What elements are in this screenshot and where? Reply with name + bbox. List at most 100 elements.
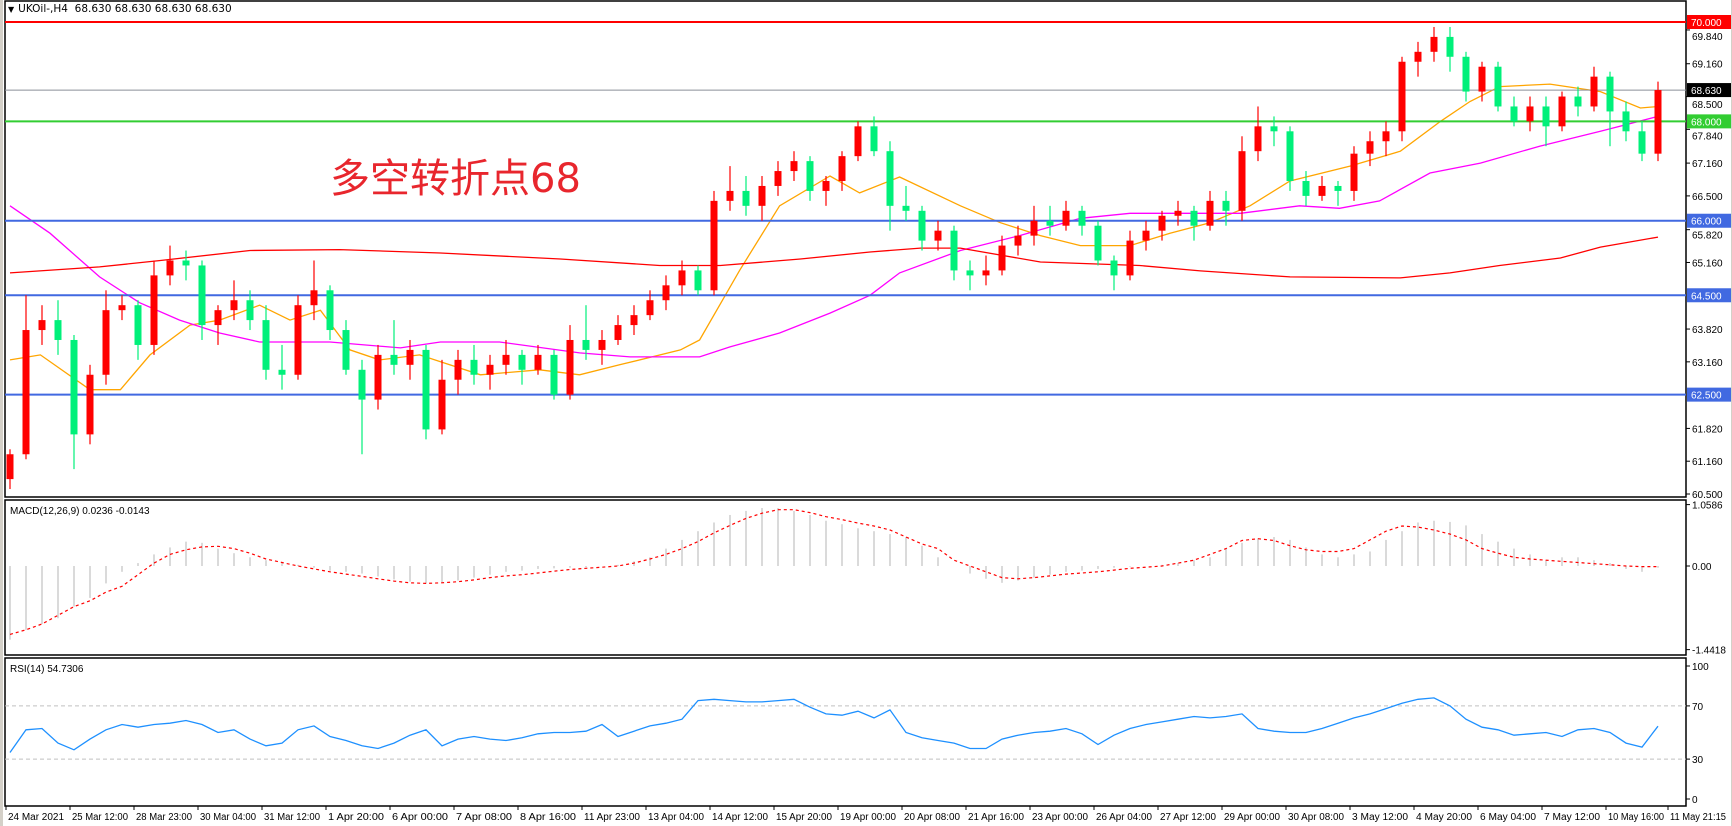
candle-body bbox=[950, 230, 958, 271]
candle bbox=[1654, 81, 1662, 162]
candle-body bbox=[870, 126, 878, 152]
candle-body bbox=[326, 290, 334, 331]
candle-body bbox=[598, 339, 606, 350]
candle bbox=[1510, 96, 1518, 127]
candle bbox=[1318, 176, 1326, 201]
price-tick-label: 67.840 bbox=[1692, 131, 1723, 142]
candle bbox=[742, 176, 750, 216]
candle-body bbox=[6, 454, 14, 480]
candle bbox=[1158, 210, 1166, 241]
candle bbox=[278, 344, 286, 390]
candle bbox=[1558, 91, 1566, 132]
candle-body bbox=[1174, 210, 1182, 216]
candle bbox=[854, 121, 862, 162]
price-tick-label: 67.160 bbox=[1692, 159, 1723, 170]
candle-body bbox=[998, 245, 1006, 271]
candle-body bbox=[1574, 96, 1582, 107]
candle bbox=[1094, 220, 1102, 266]
macd-title: MACD(12,26,9) 0.0236 -0.0143 bbox=[10, 506, 150, 517]
candle bbox=[1446, 26, 1454, 72]
candle-body bbox=[662, 285, 670, 301]
candle bbox=[662, 275, 670, 311]
candle-body bbox=[1638, 131, 1646, 154]
macd-tick-label: 0.00 bbox=[1692, 562, 1712, 573]
candle-body bbox=[1350, 153, 1358, 191]
candle-body bbox=[630, 315, 638, 326]
candle bbox=[1574, 86, 1582, 117]
candle-body bbox=[262, 320, 270, 370]
candle bbox=[758, 176, 766, 221]
candle-body bbox=[1510, 106, 1518, 122]
price-level-label: 68.000 bbox=[1691, 117, 1722, 128]
candle-body bbox=[1542, 106, 1550, 127]
candle-body bbox=[1078, 210, 1086, 226]
candle bbox=[598, 330, 606, 365]
candle-body bbox=[1414, 51, 1422, 62]
time-tick-label: 7 May 12:00 bbox=[1544, 812, 1600, 823]
chart-header: ▼ UKOil-,H4 68.630 68.630 68.630 68.630 bbox=[8, 3, 232, 15]
candle bbox=[438, 359, 446, 435]
candle bbox=[230, 280, 238, 321]
candle bbox=[1542, 96, 1550, 147]
candle bbox=[582, 305, 590, 360]
candle-body bbox=[1206, 200, 1214, 226]
candle bbox=[1334, 180, 1342, 206]
candle bbox=[326, 285, 334, 340]
candle bbox=[790, 151, 798, 181]
candle bbox=[710, 190, 718, 296]
candle bbox=[38, 305, 46, 345]
main-panel-frame bbox=[4, 0, 1687, 498]
candle bbox=[806, 156, 814, 201]
candle-body bbox=[1126, 240, 1134, 276]
price-level-label-bg bbox=[1687, 83, 1731, 98]
candle bbox=[294, 295, 302, 380]
candle-body bbox=[806, 161, 814, 191]
time-tick-label: 20 Apr 08:00 bbox=[904, 812, 960, 823]
price-level-label-bg bbox=[1687, 387, 1731, 402]
time-tick-label: 26 Apr 04:00 bbox=[1096, 812, 1152, 823]
candle bbox=[1478, 61, 1486, 102]
candle-body bbox=[406, 349, 414, 365]
candle bbox=[1238, 136, 1246, 221]
price-tick-label: 63.820 bbox=[1692, 325, 1723, 336]
candle-body bbox=[1558, 96, 1566, 127]
candle-body bbox=[1430, 36, 1438, 52]
candle-body bbox=[1238, 151, 1246, 211]
candle-body bbox=[1366, 141, 1374, 154]
time-tick-label: 4 May 20:00 bbox=[1416, 812, 1472, 823]
candle-body bbox=[694, 270, 702, 291]
candle bbox=[1142, 220, 1150, 251]
price-level-label-bg bbox=[1687, 213, 1731, 228]
symbol-timeframe: UKOil-,H4 bbox=[18, 3, 68, 15]
candle bbox=[838, 151, 846, 191]
candle-body bbox=[1286, 131, 1294, 181]
candle bbox=[198, 260, 206, 340]
candle-body bbox=[214, 310, 222, 326]
candle bbox=[1030, 205, 1038, 246]
candle-body bbox=[982, 270, 990, 276]
rsi-tick-label: 0 bbox=[1692, 795, 1698, 806]
time-tick-label: 10 May 16:00 bbox=[1608, 812, 1664, 823]
time-tick-label: 6 May 04:00 bbox=[1480, 812, 1536, 823]
time-tick-label: 30 Apr 08:00 bbox=[1288, 812, 1344, 823]
price-level-label-bg bbox=[1687, 15, 1731, 29]
candle-body bbox=[54, 320, 62, 340]
candle-body bbox=[1334, 185, 1342, 191]
candle-body bbox=[278, 369, 286, 375]
rsi-title: RSI(14) 54.7306 bbox=[10, 664, 84, 675]
dropdown-triangle-icon[interactable]: ▼ bbox=[8, 5, 15, 14]
candle-body bbox=[102, 310, 110, 375]
candle-body bbox=[774, 171, 782, 186]
candle bbox=[918, 205, 926, 251]
price-tick-label: 61.160 bbox=[1692, 457, 1723, 468]
time-tick-label: 13 Apr 04:00 bbox=[648, 812, 704, 823]
time-tick-label: 27 Apr 12:00 bbox=[1160, 812, 1216, 823]
candle bbox=[6, 449, 14, 490]
candle bbox=[1222, 190, 1230, 226]
candle-body bbox=[1270, 126, 1278, 132]
candle-body bbox=[182, 260, 190, 266]
candle-body bbox=[902, 205, 910, 211]
rsi-tick-label: 70 bbox=[1692, 702, 1704, 713]
candle-body bbox=[726, 190, 734, 201]
